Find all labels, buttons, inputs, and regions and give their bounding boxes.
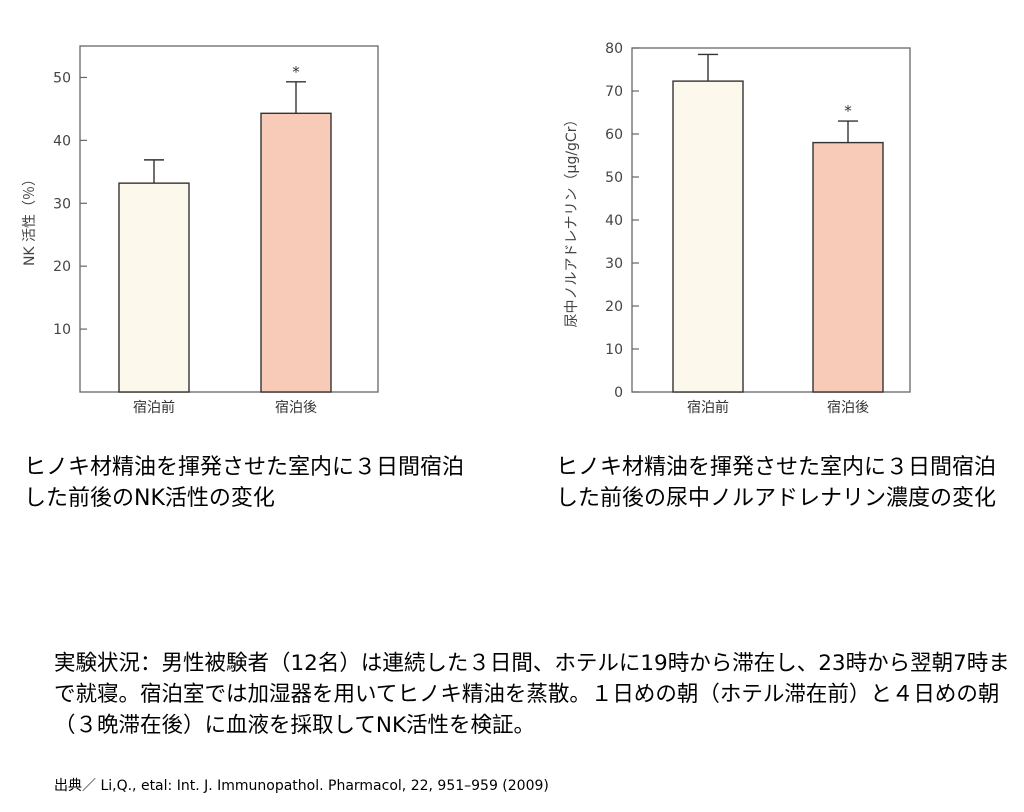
y-axis-label: NK 活性（％） xyxy=(22,172,38,266)
bar-1 xyxy=(118,182,190,393)
x-category-label: 宿泊前 xyxy=(687,399,729,416)
y-tick-label: 0 xyxy=(614,385,623,401)
y-tick-label: 10 xyxy=(53,322,71,338)
x-category-label: 宿泊前 xyxy=(133,399,175,416)
y-tick-label: 10 xyxy=(605,342,623,358)
y-tick-label: 40 xyxy=(53,133,71,149)
nk-chart-caption: ヒノキ材精油を揮発させた室内に３日間宿泊した前後のNK活性の変化 xyxy=(24,455,465,511)
y-tick-label: 40 xyxy=(605,213,623,229)
bar-2 xyxy=(812,141,884,393)
y-tick-label: 50 xyxy=(53,70,71,86)
y-tick-label: 70 xyxy=(605,84,623,100)
y-tick-label: 60 xyxy=(605,127,623,143)
y-tick-label: 20 xyxy=(53,259,71,275)
y-tick-label: 80 xyxy=(605,41,623,57)
bar-2 xyxy=(260,112,332,393)
bar-1 xyxy=(672,80,744,393)
experiment-notes: 実験状況：男性被験者（12名）は連続した３日間、ホテルに19時から滞在し、23時… xyxy=(54,651,1010,738)
noradrenaline-chart: 0 10 20 30 40 50 60 70 80 宿泊前 * 宿泊後 尿中ノルアドレナリン（µg/gC… xyxy=(564,41,911,416)
x-category-label: 宿泊後 xyxy=(827,399,869,416)
y-tick-label: 50 xyxy=(605,170,623,186)
nk-activity-chart: 10 20 30 40 50 宿泊前 * 宿泊後 NK 活性（％） xyxy=(22,45,379,416)
x-category-label: 宿泊後 xyxy=(275,399,317,416)
y-tick-label: 20 xyxy=(605,299,623,315)
significance-marker: * xyxy=(292,63,300,81)
y-axis-label: 尿中ノルアドレナリン（µg/gCr） xyxy=(564,113,580,328)
noradrenaline-chart-caption: ヒノキ材精油を揮発させた室内に３日間宿泊した前後の尿中ノルアドレナリン濃度の変化 xyxy=(556,455,997,511)
source-citation: 出典／ Li,Q., etal: Int. J. Immunopathol. P… xyxy=(54,778,549,794)
plot-frame xyxy=(79,45,379,393)
significance-marker: * xyxy=(844,102,852,120)
y-tick-label: 30 xyxy=(53,196,71,212)
y-tick-label: 30 xyxy=(605,256,623,272)
